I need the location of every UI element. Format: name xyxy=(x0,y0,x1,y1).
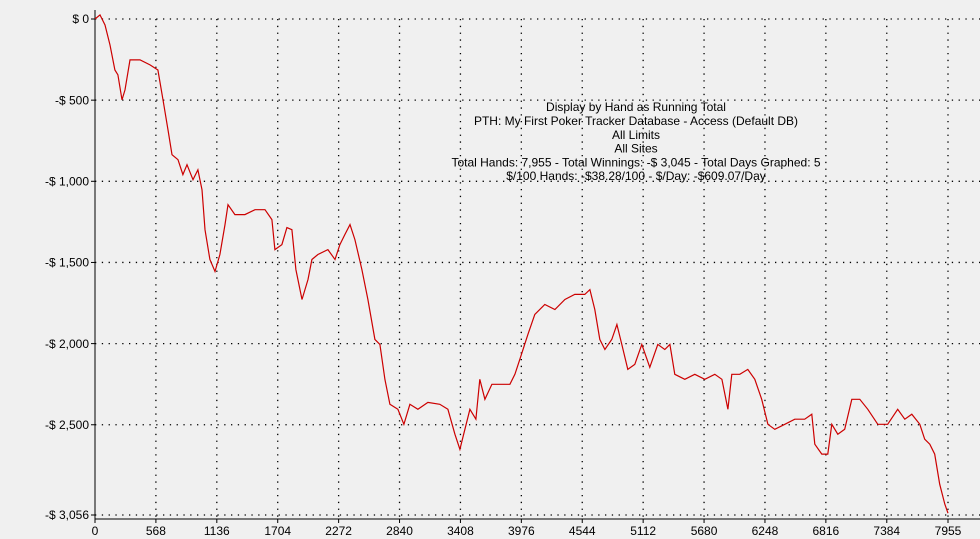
y-tick-label: $ 0 xyxy=(72,12,89,26)
x-tick-label: 3408 xyxy=(447,524,474,538)
annotation: Total Hands: 7,955 - Total Winnings: -$ … xyxy=(451,155,820,169)
x-tick-label: 2272 xyxy=(325,524,352,538)
x-tick-label: 7955 xyxy=(935,524,962,538)
x-tick-label: 5680 xyxy=(691,524,718,538)
x-tick-label: 568 xyxy=(146,524,166,538)
x-tick-label: 1136 xyxy=(204,524,230,538)
annotation: Display by Hand as Running Total xyxy=(546,100,726,114)
annotation: All Limits xyxy=(612,128,660,142)
annotation: PTH: My First Poker Tracker Database - A… xyxy=(474,114,798,128)
x-tick-label: 7384 xyxy=(873,524,900,538)
running-total-line xyxy=(94,13,949,514)
y-tick-label: -$ 3,056 xyxy=(45,508,89,522)
x-tick-label: 0 xyxy=(92,524,99,538)
annotation: $/100 Hands: -$38.28/100 - $/Day: -$609.… xyxy=(506,169,766,183)
x-tick-label: 6248 xyxy=(752,524,779,538)
y-tick-label: -$ 1,000 xyxy=(45,174,89,188)
x-tick-label: 6816 xyxy=(813,524,840,538)
y-tick-label: -$ 2,500 xyxy=(45,418,89,432)
y-tick-label: -$ 2,000 xyxy=(45,337,89,351)
x-tick-label: 1704 xyxy=(264,524,291,538)
x-tick-label: 4544 xyxy=(569,524,596,538)
annotation: All Sites xyxy=(614,142,657,156)
x-tick-label: 2840 xyxy=(386,524,413,538)
x-tick-label: 3976 xyxy=(508,524,535,538)
y-tick-label: -$ 1,500 xyxy=(45,256,89,270)
y-tick-label: -$ 500 xyxy=(55,93,89,107)
x-tick-label: 5112 xyxy=(630,524,656,538)
